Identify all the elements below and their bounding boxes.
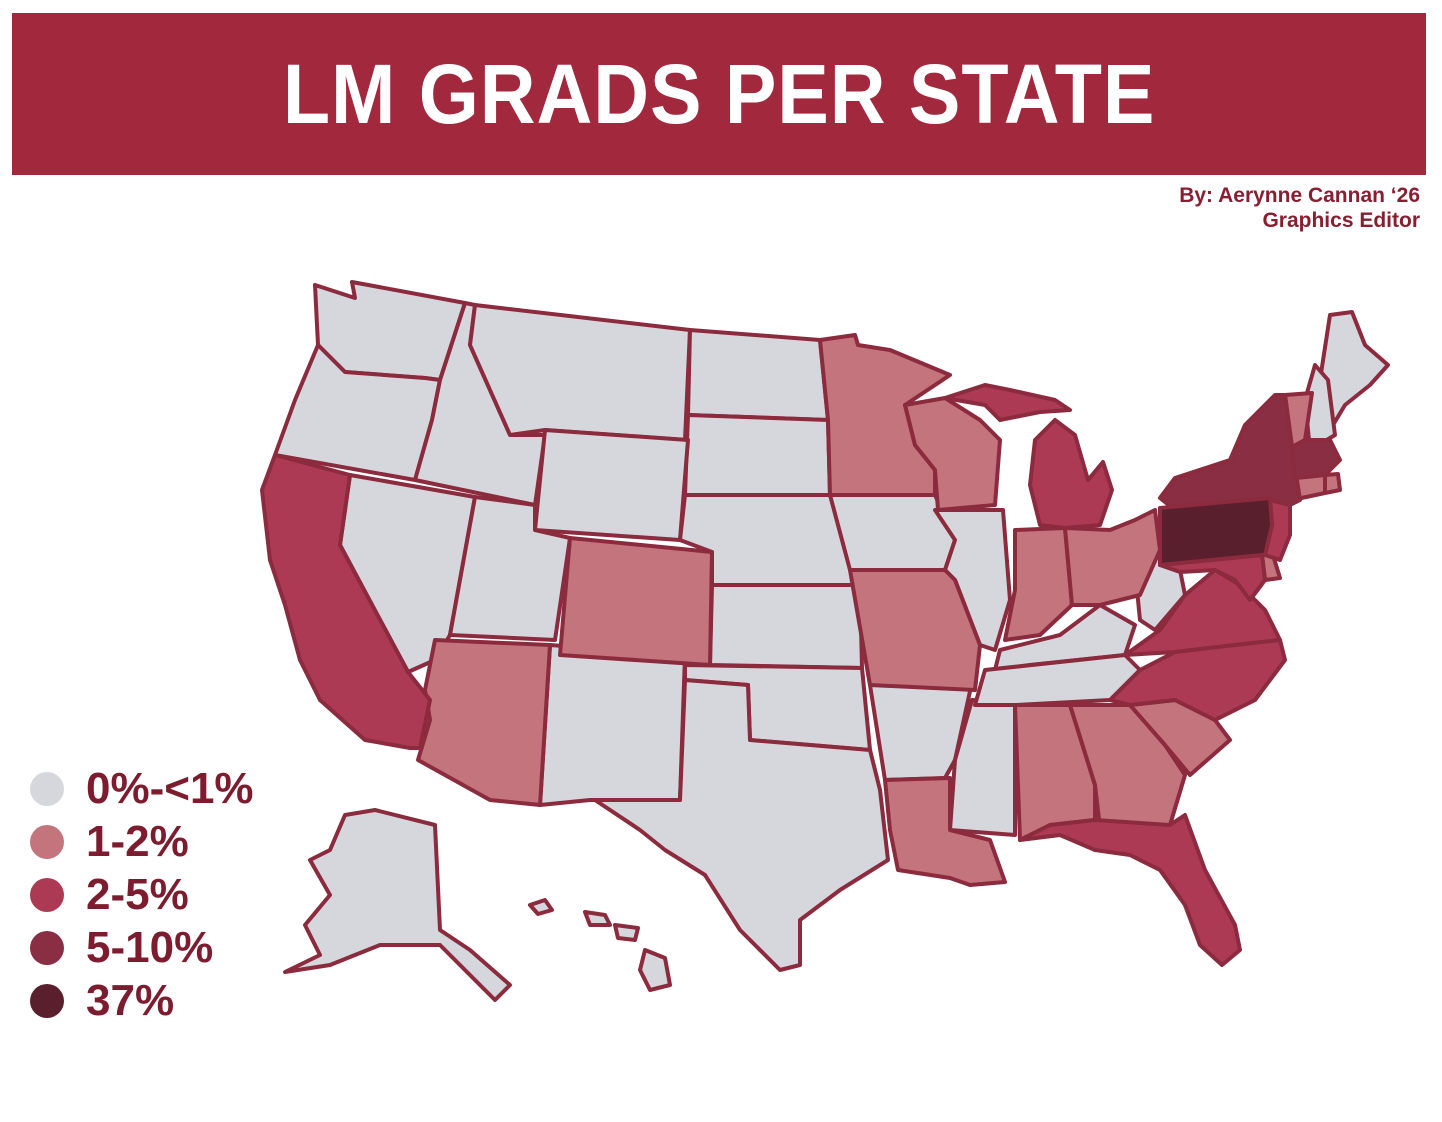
- state-NC: [1108, 638, 1287, 722]
- state-MA: [1290, 438, 1342, 480]
- state-MI: [1028, 418, 1114, 530]
- state-FL: [1018, 813, 1242, 967]
- legend-item: 5-10%: [30, 921, 254, 974]
- legend-swatch: [30, 930, 64, 965]
- state-ND: [686, 328, 830, 422]
- state-HI-3: [613, 923, 640, 942]
- state-PA: [1158, 496, 1274, 567]
- legend-item: 0%-<1%: [30, 762, 254, 815]
- state-CA: [260, 453, 432, 750]
- state-RI: [1323, 472, 1342, 495]
- state-MD: [1158, 553, 1267, 602]
- legend-swatch: [30, 983, 64, 1018]
- state-AK: [283, 808, 512, 1002]
- state-WI: [903, 396, 1002, 512]
- byline-author: By: Aerynne Cannan ‘26: [1179, 184, 1420, 207]
- legend: 0%-<1% 1-2% 2-5% 5-10% 37%: [30, 762, 254, 1027]
- state-NM: [538, 643, 687, 807]
- legend-item: 1-2%: [30, 815, 254, 868]
- legend-label: 5-10%: [86, 922, 214, 972]
- title-banner: LM GRADS PER STATE: [12, 13, 1426, 175]
- state-SD: [683, 413, 832, 497]
- state-MT: [468, 303, 692, 442]
- legend-swatch: [30, 824, 64, 859]
- legend-item: 37%: [30, 974, 254, 1027]
- page-title: LM GRADS PER STATE: [282, 46, 1156, 141]
- legend-label: 0%-<1%: [86, 763, 254, 813]
- state-WY: [533, 428, 690, 542]
- legend-swatch: [30, 877, 64, 912]
- state-MI-UP: [943, 383, 1072, 422]
- state-HI-1: [528, 898, 554, 916]
- legend-label: 1-2%: [86, 816, 189, 866]
- state-TX: [593, 678, 890, 972]
- legend-item: 2-5%: [30, 868, 254, 921]
- byline-role: Graphics Editor: [1262, 209, 1420, 232]
- state-NY: [1158, 393, 1302, 512]
- state-MO: [848, 568, 982, 692]
- state-HI-2: [583, 910, 612, 927]
- legend-swatch: [30, 771, 64, 806]
- state-IN: [1003, 526, 1074, 642]
- byline: By: Aerynne Cannan ‘26 Graphics Editor: [1179, 183, 1420, 233]
- state-HI-4: [638, 948, 672, 992]
- state-CO: [558, 536, 714, 667]
- state-AZ: [416, 638, 552, 807]
- state-KS: [708, 583, 864, 670]
- legend-label: 37%: [86, 975, 175, 1025]
- legend-label: 2-5%: [86, 869, 189, 919]
- state-LA: [883, 776, 1007, 887]
